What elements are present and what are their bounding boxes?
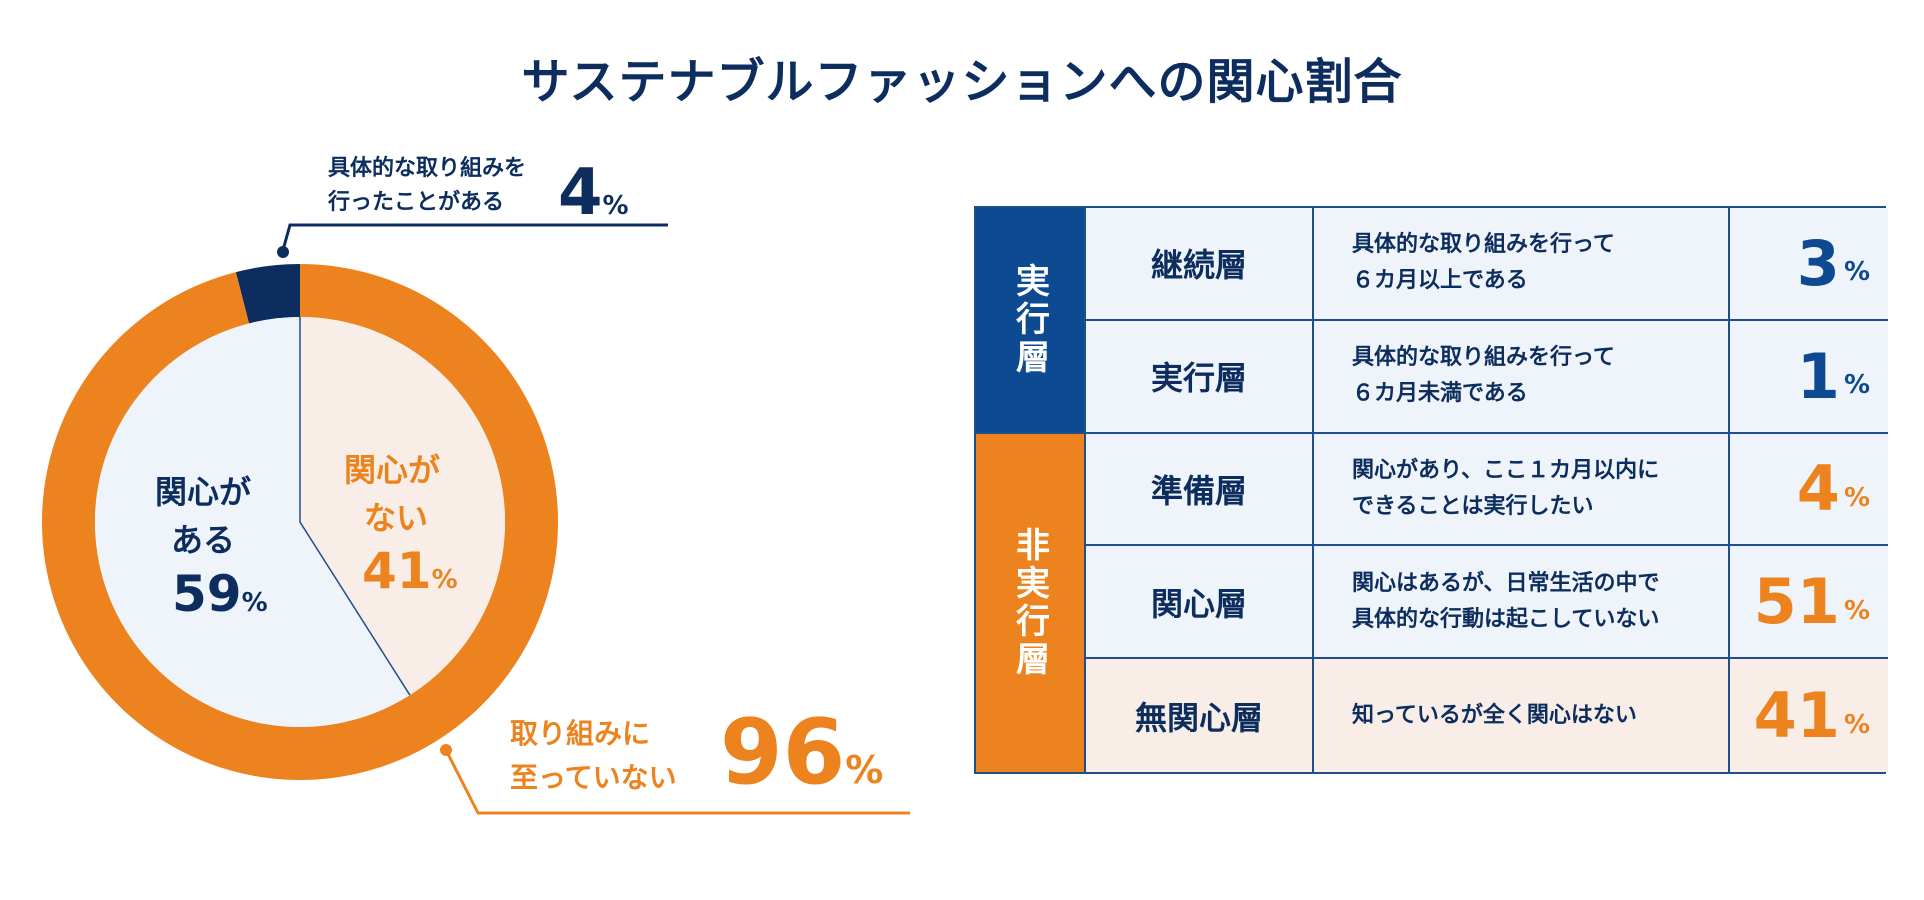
donut-chart [41,223,910,815]
did-value: 4% [558,156,629,230]
row-name: 継続層 [1086,208,1314,321]
page-title: サステナブルファッションへの関心割合 [521,54,1403,110]
row-desc: 知っているが全く関心はない [1314,659,1730,772]
interest-value: 59% [172,565,268,623]
nointerest-label: 関心が ない [344,451,441,537]
group-label-action: 実行層 [976,208,1086,434]
inner-divider [299,317,411,696]
row-value: 3% [1730,208,1888,321]
row-name: 準備層 [1086,433,1314,547]
row-value: 4% [1730,433,1888,547]
not-value: 96% [720,700,884,805]
interest-label: 関心が ある [155,473,252,559]
inner-slice-interest [94,317,410,727]
nointerest-value: 41% [362,542,458,600]
did-label: 具体的な取り組みを 行ったことがある [328,156,527,215]
row-value: 41% [1730,659,1888,772]
group-label-nonaction: 非実行層 [976,433,1086,772]
row-name: 実行層 [1086,320,1314,434]
row-name: 関心層 [1086,546,1314,660]
leader-dot-did [277,246,289,258]
row-desc: 具体的な取り組みを行って ６カ月以上である [1314,208,1730,321]
row-desc: 関心はあるが、日常生活の中で 具体的な行動は起こしていない [1314,546,1730,660]
row-desc: 具体的な取り組みを行って ６カ月未満である [1314,320,1730,434]
not-label: 取り組みに 至っていない [510,717,677,794]
ring-slice-0 [235,264,300,324]
row-name: 無関心層 [1086,659,1314,772]
stage-table: 実行層 継続層 具体的な取り組みを行って ６カ月以上である 3% 実行層 具体的… [974,206,1888,774]
row-value: 51% [1730,546,1888,660]
leader-line-not [444,749,910,815]
row-desc: 関心があり、ここ１カ月以内に できることは実行したい [1314,433,1730,547]
inner-slice-no-interest [300,317,505,696]
leader-line-did [281,223,668,251]
leader-dot-not [440,744,452,756]
row-value: 1% [1730,320,1888,434]
